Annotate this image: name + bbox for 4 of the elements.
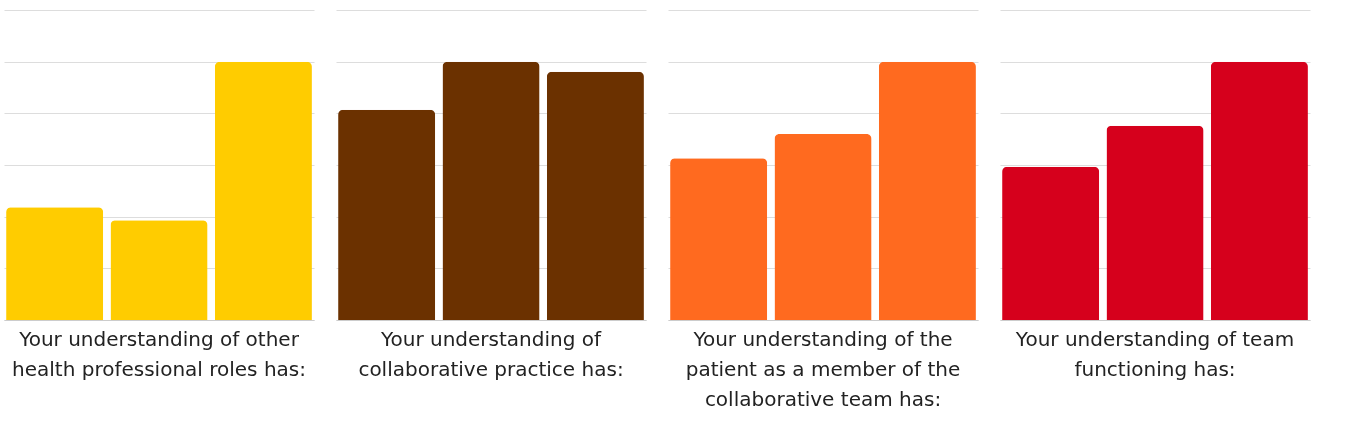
text: Your understanding of other health professional roles has: xyxy=(12,327,306,381)
text: Your understanding of the patient as a member of the collaborative team has: xyxy=(685,327,961,411)
text: Your understanding of team functioning has: xyxy=(1014,327,1295,381)
text: Your understanding of collaborative practice has: xyxy=(358,327,624,381)
